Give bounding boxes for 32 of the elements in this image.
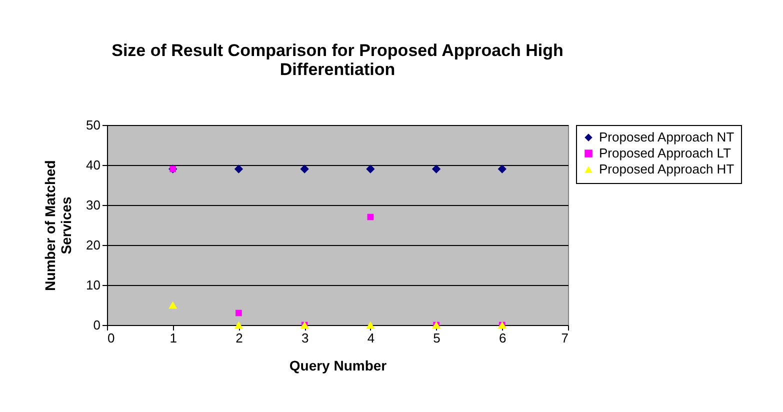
point — [234, 321, 244, 329]
x-tick-label: 1 — [170, 330, 177, 346]
point — [366, 321, 375, 329]
y-tick-label: 0 — [93, 318, 100, 332]
legend-label: Proposed Approach HT — [599, 162, 734, 176]
y-tick-label: 10 — [86, 278, 100, 292]
point — [234, 164, 244, 174]
y-tick-label: 40 — [86, 158, 100, 172]
x-tick-label: 6 — [499, 330, 506, 346]
y-tick-label: 50 — [86, 118, 100, 132]
x-tick-label: 3 — [301, 330, 309, 346]
legend-label: Proposed Approach LT — [599, 146, 732, 160]
x-tick-label: 5 — [433, 330, 440, 346]
y-tick-label: 30 — [86, 198, 100, 212]
point — [498, 164, 506, 174]
point — [168, 301, 178, 309]
text: Number of Matched — [42, 160, 58, 291]
x-tick-label: 0 — [108, 330, 115, 346]
x-tick-label: 2 — [236, 330, 243, 346]
point — [300, 164, 309, 174]
y-tick-label: 20 — [86, 238, 100, 252]
x-axis-title: Query Number — [289, 358, 388, 374]
legend-label: Proposed Approach NT — [599, 130, 734, 144]
x-tick-label: 4 — [367, 330, 375, 346]
point — [432, 164, 441, 174]
point — [236, 310, 242, 316]
text: Size of Result Comparison for Proposed Approach High — [112, 41, 564, 60]
text: Services — [58, 196, 74, 254]
point — [367, 214, 374, 220]
text: Differentiation — [280, 60, 396, 79]
point — [366, 164, 375, 174]
x-tick-label: 7 — [561, 330, 568, 346]
